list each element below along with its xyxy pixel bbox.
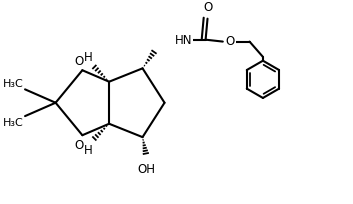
- Text: O: O: [74, 138, 83, 151]
- Text: O: O: [203, 1, 212, 14]
- Text: H₃C: H₃C: [3, 118, 24, 128]
- Text: OH: OH: [137, 162, 155, 175]
- Text: H₃C: H₃C: [3, 79, 24, 89]
- Text: HN: HN: [175, 34, 192, 47]
- Text: O: O: [226, 35, 235, 48]
- Text: H: H: [84, 143, 92, 156]
- Text: H: H: [84, 50, 92, 63]
- Text: O: O: [74, 55, 83, 68]
